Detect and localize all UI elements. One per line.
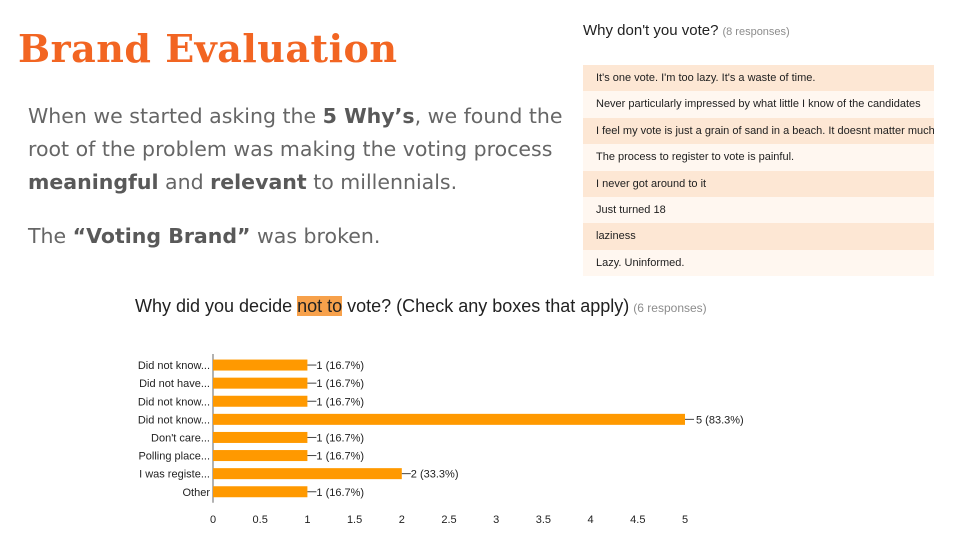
data-label: 1 (16.7%) [316, 378, 364, 390]
p2-text: was broken. [250, 224, 381, 248]
category-label: I was registe... [139, 469, 210, 481]
bar [213, 468, 402, 480]
bar [213, 431, 308, 443]
response-item: laziness [583, 223, 934, 250]
responses-count: (8 responses) [722, 26, 790, 38]
bar [213, 377, 308, 389]
p1-text: When we started asking the [28, 104, 323, 128]
category-label: Did not know... [138, 414, 210, 426]
category-label: Polling place... [138, 451, 210, 463]
category-label: Did not know... [138, 360, 210, 372]
question-text: Why don't you vote? [583, 22, 719, 39]
x-tick-label: 1 [304, 514, 310, 526]
data-label: 1 (16.7%) [316, 360, 364, 372]
response-item: It's one vote. I'm too lazy. It's a wast… [583, 65, 934, 92]
data-label: 1 (16.7%) [316, 451, 364, 463]
chart-question-highlight: not to [297, 296, 343, 316]
x-tick-label: 0 [210, 514, 216, 526]
x-tick-label: 4.5 [630, 514, 645, 526]
response-item: Just turned 18 [583, 196, 934, 224]
p1-text: and [158, 170, 211, 194]
slide-title: Brand Evaluation [18, 26, 398, 71]
responses-panel: Why don't you vote? (8 responses) It's on… [583, 16, 935, 277]
data-label: 5 (83.3%) [696, 414, 744, 426]
x-tick-label: 5 [682, 514, 688, 526]
p2-bold-voting-brand: “Voting Brand” [72, 224, 251, 248]
responses-list: It's one vote. I'm too lazy. It's a wast… [583, 65, 934, 277]
category-label: Did not know... [138, 396, 210, 408]
data-label: 2 (33.3%) [411, 469, 459, 481]
bar [213, 359, 308, 371]
data-label: 1 (16.7%) [316, 487, 364, 499]
response-item: I feel my vote is just a grain of sand i… [583, 117, 934, 145]
chart-question-text: Why did you decide [135, 296, 298, 316]
data-label: 1 (16.7%) [316, 432, 364, 444]
category-label: Other [182, 487, 210, 499]
chart-responses-count: (6 responses) [633, 301, 707, 315]
p2-text: The [28, 224, 73, 248]
x-tick-label: 3.5 [536, 514, 551, 526]
x-tick-label: 4 [588, 514, 594, 526]
p1-bold-meaningful: meaningful [28, 170, 159, 194]
chart-question-text: vote? (Check any boxes that apply) [342, 296, 630, 316]
p1-bold-relevant: relevant [210, 170, 307, 194]
bar [213, 450, 308, 462]
response-item: I never got around to it [583, 170, 934, 197]
x-tick-label: 1.5 [347, 514, 362, 526]
x-tick-label: 2 [399, 514, 405, 526]
p1-bold-5-whys: 5 Why’s [322, 104, 415, 128]
chart-question: Why did you decide not to vote? (Check a… [135, 296, 707, 317]
response-item: Never particularly impressed by what lit… [583, 91, 934, 118]
category-label: Don't care... [151, 432, 210, 444]
body-text: When we started asking the 5 Why’s, we f… [28, 100, 573, 253]
x-tick-label: 2.5 [441, 514, 456, 526]
category-label: Did not have... [139, 378, 210, 390]
bar [213, 486, 308, 498]
data-label: 1 (16.7%) [316, 396, 364, 408]
response-item: Lazy. Uninformed. [583, 249, 934, 277]
x-tick-label: 3 [493, 514, 499, 526]
p1-text: to millennials. [306, 170, 458, 194]
body-paragraph-2: The “Voting Brand” was broken. [28, 220, 573, 253]
x-tick-label: 0.5 [253, 514, 268, 526]
p1-text: , we found the root of the problem was m… [28, 104, 563, 161]
bar [213, 395, 308, 407]
responses-header: Why don't you vote? (8 responses) [583, 16, 935, 50]
responses-question: Why don't you vote? (8 responses) [583, 22, 790, 39]
bar [213, 413, 685, 425]
response-item: The process to register to vote is painf… [583, 144, 934, 171]
body-paragraph-1: When we started asking the 5 Why’s, we f… [28, 100, 573, 199]
